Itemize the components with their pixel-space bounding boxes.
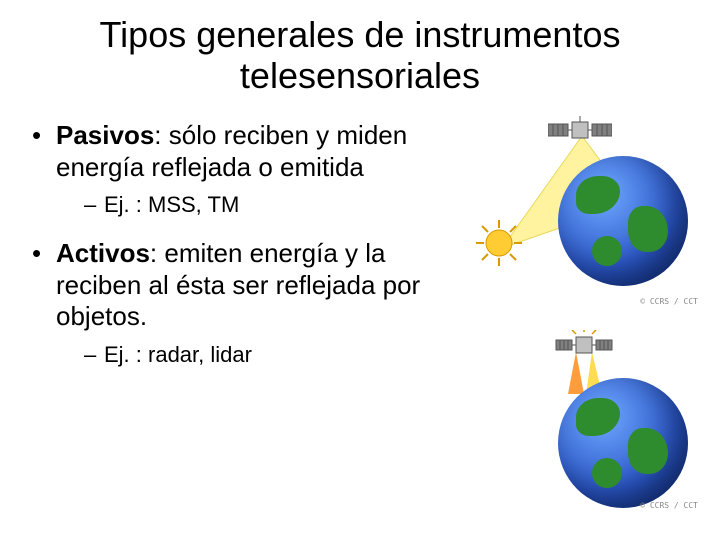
sub-bullet-pasivos-ex: Ej. : MSS, TM (84, 191, 432, 220)
earth-icon (558, 156, 688, 286)
slide-title: Tipos generales de instrumentos telesens… (0, 0, 720, 97)
sub-bullet-activos-ex: Ej. : radar, lidar (84, 341, 432, 370)
slide: Tipos generales de instrumentos telesens… (0, 0, 720, 540)
body-text: Pasivos: sólo reciben y miden energía re… (32, 120, 432, 388)
satellite-icon (548, 116, 612, 144)
sun-icon (474, 218, 524, 268)
bullet-pasivos-term: Pasivos (56, 120, 154, 150)
title-line-1: Tipos generales de instrumentos (100, 14, 621, 55)
earth-icon (558, 378, 688, 508)
satellite-active-icon (554, 330, 614, 360)
figure-active: © CCRS / CCT (454, 312, 702, 512)
bullet-activos-term: Activos (56, 238, 150, 268)
bullet-pasivos: Pasivos: sólo reciben y miden energía re… (32, 120, 432, 220)
figure-credit: © CCRS / CCT (640, 501, 698, 510)
figure-passive: © CCRS / CCT (454, 108, 702, 308)
figures-column: © CCRS / CCT (454, 108, 702, 516)
title-line-2: telesensoriales (240, 55, 480, 96)
figure-credit: © CCRS / CCT (640, 297, 698, 306)
bullet-activos: Activos: emiten energía y la reciben al … (32, 238, 432, 370)
